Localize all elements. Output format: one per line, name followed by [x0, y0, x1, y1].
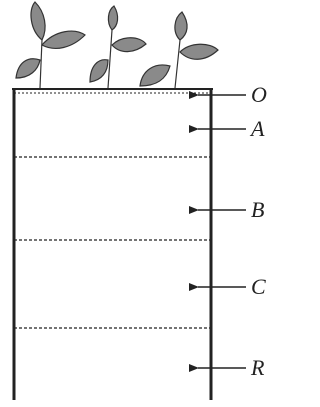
horizon-label: B — [251, 197, 264, 222]
horizon-label: R — [250, 355, 265, 380]
arrows — [198, 95, 246, 368]
profile-frame — [12, 88, 213, 400]
soil-profile-diagram: O A B C R — [0, 0, 297, 407]
horizon-label: C — [251, 274, 266, 299]
plants — [16, 2, 218, 88]
horizon-label: A — [249, 116, 265, 141]
horizon-label: O — [251, 82, 267, 107]
